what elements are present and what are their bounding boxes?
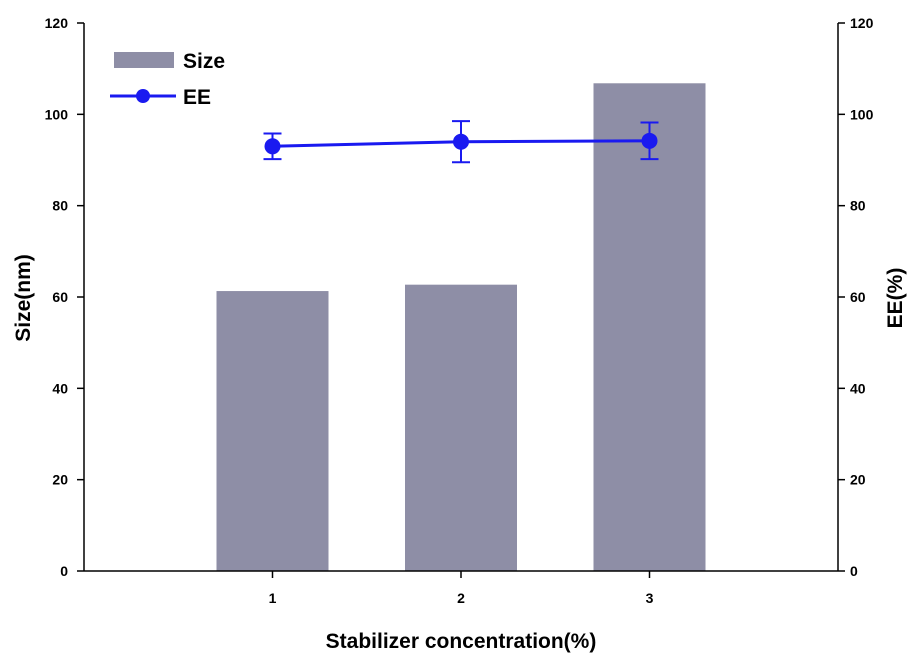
y-tick-label: 20 [52, 472, 68, 488]
y2-tick-label: 60 [850, 289, 866, 305]
ee-point [641, 132, 658, 149]
bars-layer [216, 83, 706, 571]
y-tick-label: 60 [52, 289, 68, 305]
x-tick-label: 3 [646, 590, 654, 606]
y-tick-label: 40 [52, 380, 68, 396]
y-tick-label: 0 [60, 563, 68, 579]
x-tick-label: 1 [269, 590, 277, 606]
y2-tick-label: 20 [850, 472, 866, 488]
legend-ee-marker [136, 89, 150, 103]
y-axis-title: Size(nm) [12, 254, 35, 342]
x-axis-title: Stabilizer concentration(%) [326, 630, 597, 653]
y2-tick-label: 120 [850, 15, 874, 31]
y-tick-label: 120 [45, 15, 69, 31]
ee-point [453, 133, 469, 150]
ee-series-layer [263, 120, 659, 164]
legend-ee-label: EE [183, 86, 211, 109]
y2-tick-label: 40 [850, 380, 866, 396]
y2-tick-label: 0 [850, 563, 858, 579]
y2-tick-label: 100 [850, 106, 874, 122]
legend-size-label: Size [183, 50, 225, 73]
legend-size-swatch [114, 52, 174, 68]
y-tick-label: 80 [52, 198, 68, 214]
ee-point [264, 138, 281, 155]
y-tick-label: 100 [45, 106, 69, 122]
size-bar [593, 83, 706, 571]
x-tick-label: 2 [457, 590, 465, 606]
ticks-layer: 0 20 40 60 80 100 120 0 20 40 60 80 100 120 1 2 3 [45, 15, 874, 606]
size-bar [405, 284, 517, 571]
y2-axis-title: EE(%) [884, 268, 907, 329]
legend: Size EE [110, 50, 225, 109]
y2-tick-label: 80 [850, 198, 866, 214]
size-bar [216, 291, 329, 571]
